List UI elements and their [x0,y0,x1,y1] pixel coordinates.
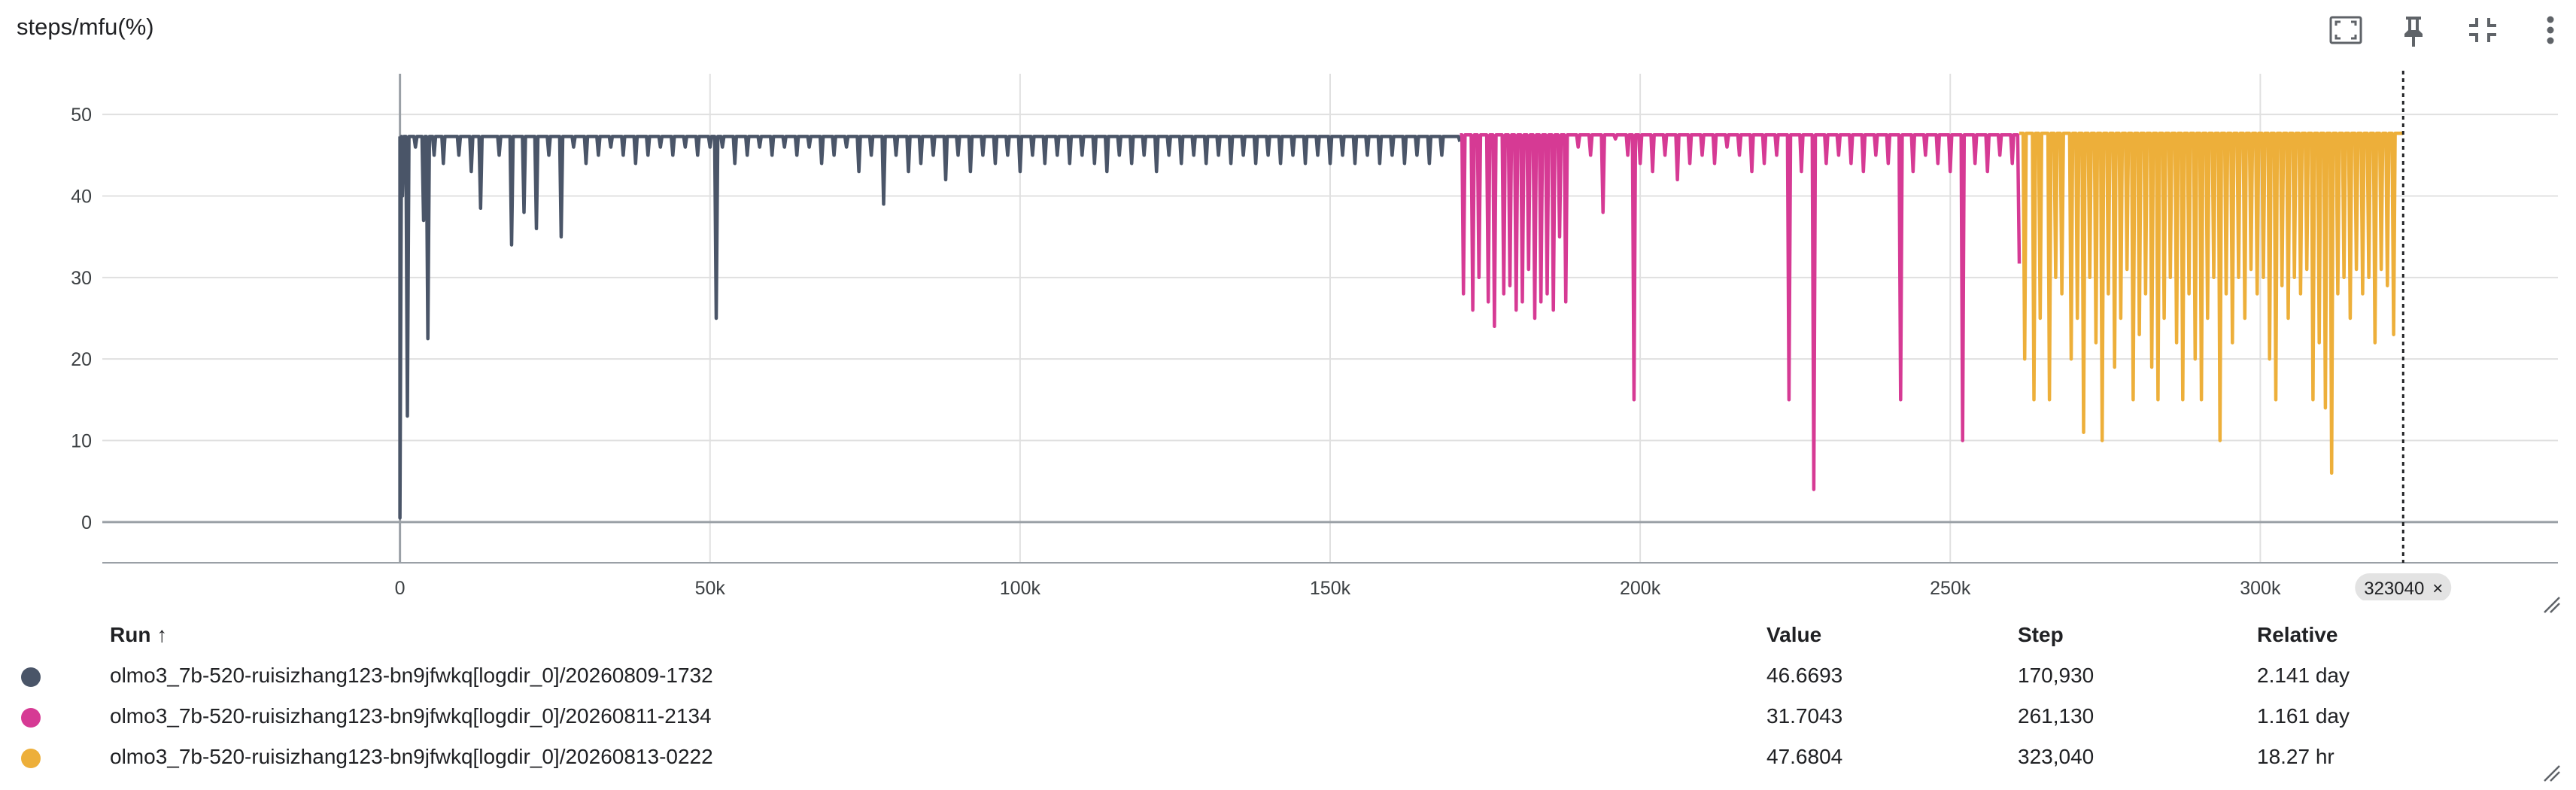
legend-header: Run ↑ Value Step Relative [0,617,2576,655]
run-relative: 1.161 day [2257,704,2350,728]
y-tick-label: 40 [71,187,92,208]
fullscreen-button[interactable] [2323,9,2368,51]
x-tick-label: 250k [1930,578,1971,599]
relative-column-header[interactable]: Relative [2257,623,2338,646]
run-step: 323,040 [2018,745,2095,768]
table-resize-handle[interactable] [2540,761,2562,784]
series-color-dot [21,708,41,728]
fullscreen-icon [2329,16,2362,44]
run-name: olmo3_7b-520-ruisizhang123-bn9jfwkq[logd… [110,745,713,768]
y-tick-label: 0 [81,512,92,533]
more-options-button[interactable] [2528,9,2573,51]
run-step: 261,130 [2018,704,2095,728]
run-relative: 2.141 day [2257,664,2350,687]
series-line [398,135,1462,520]
more-vert-icon [2547,16,2554,44]
run-value: 46.6693 [1766,664,1843,687]
run-value: 31.7043 [1766,704,1843,728]
run-relative: 18.27 hr [2257,745,2334,768]
series-line [1460,133,2022,491]
pin-icon [2404,17,2423,47]
x-tick-label: 300k [2240,578,2281,599]
collapse-icon [2469,18,2496,42]
legend-row[interactable]: olmo3_7b-520-ruisizhang123-bn9jfwkq[logd… [0,658,2576,695]
series-color-dot [21,749,41,768]
y-tick-label: 30 [71,268,92,289]
chart-plot[interactable]: 0 10 20 30 40 50 0 50k 100k 150k 200k 250k 300k 32304… [0,59,2576,600]
chart-resize-handle[interactable] [2540,593,2562,615]
x-tick-label: 50k [695,578,726,599]
y-tick-label: 50 [71,105,92,126]
run-name: olmo3_7b-520-ruisizhang123-bn9jfwkq[logd… [110,704,712,728]
hover-step-chip [2355,573,2452,600]
x-tick-label: 100k [1000,578,1041,599]
x-tick-label: 0 [395,578,406,599]
value-column-header[interactable]: Value [1766,623,1822,646]
x-tick-label: 150k [1310,578,1351,599]
run-step: 170,930 [2018,664,2095,687]
series-color-dot [21,667,41,687]
x-tick-label: 200k [1620,578,1661,599]
pin-button[interactable] [2391,9,2436,51]
y-tick-label: 10 [71,431,92,452]
chart-title: steps/mfu(%) [17,14,154,40]
step-column-header[interactable]: Step [2018,623,2064,646]
hover-chip-close-icon[interactable]: × [2432,579,2443,599]
y-tick-label: 20 [71,349,92,370]
hover-step-label: 323040 [2364,579,2424,599]
run-name: olmo3_7b-520-ruisizhang123-bn9jfwkq[logd… [110,664,713,687]
legend-row[interactable]: olmo3_7b-520-ruisizhang123-bn9jfwkq[logd… [0,739,2576,776]
collapse-button[interactable] [2460,9,2505,51]
run-value: 47.6804 [1766,745,1843,768]
legend-row[interactable]: olmo3_7b-520-ruisizhang123-bn9jfwkq[logd… [0,698,2576,736]
series-line [2019,131,2404,476]
run-column-header[interactable]: Run ↑ [110,623,168,646]
